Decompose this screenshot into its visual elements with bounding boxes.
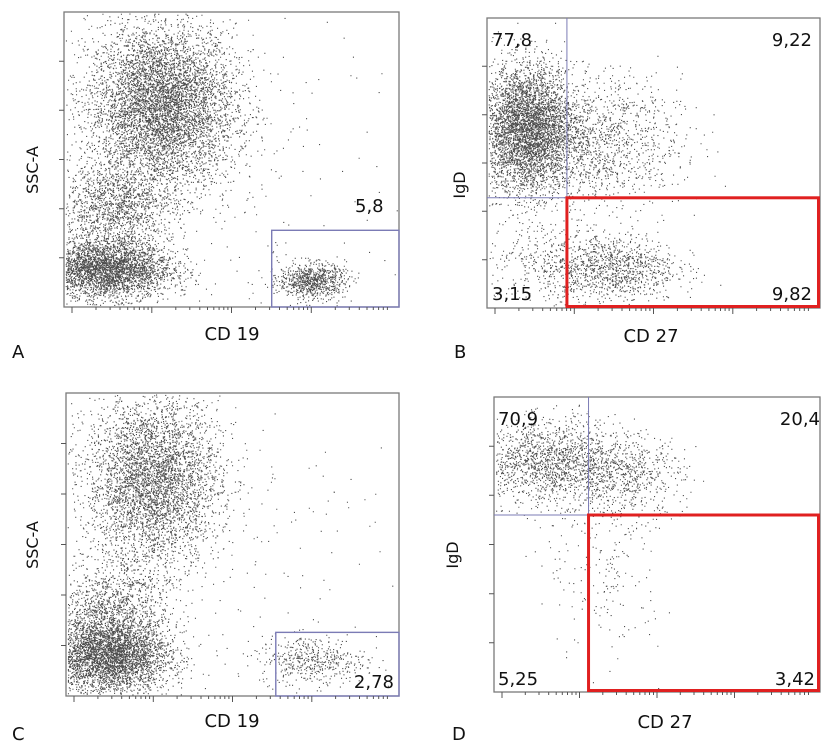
- gate-value: 2,78: [354, 672, 394, 693]
- y-axis-label: IgD: [450, 171, 469, 198]
- quadrant-value-upper-right: 9,22: [772, 30, 812, 51]
- panel-letter: A: [12, 342, 25, 363]
- scatter-point-cloud: [488, 22, 726, 308]
- plot-frame: [493, 396, 821, 693]
- highlight-gate: [587, 513, 820, 692]
- quadrant-value-lower-right: 9,82: [772, 284, 812, 305]
- axis-ticks: [482, 65, 809, 314]
- gate-box: [275, 631, 400, 697]
- quadrant-value-lower-left: 3,15: [492, 284, 532, 305]
- x-axis-label: CD 19: [204, 711, 259, 732]
- quadrant-value-upper-left: 77,8: [492, 30, 532, 51]
- quadrant-value-upper-left: 70,9: [498, 409, 538, 430]
- x-axis-label: CD 27: [637, 712, 692, 733]
- panel-letter: B: [454, 342, 466, 363]
- plot-frame: [486, 17, 821, 309]
- scatter-point-cloud: [67, 394, 394, 696]
- plot-frame: [63, 11, 400, 308]
- panel-letter: C: [12, 724, 25, 744]
- panel-d: 70,9 20,4 5,25 3,42 IgD CD 27 D: [443, 396, 821, 745]
- scatter-points: [496, 404, 705, 690]
- gate-value: 5,8: [355, 196, 384, 217]
- axis-ticks: [489, 445, 809, 698]
- quadrant-value-lower-left: 5,25: [498, 669, 538, 690]
- scatter-points: [488, 22, 726, 308]
- panel-letter: D: [452, 724, 466, 744]
- y-axis-label: IgD: [443, 541, 462, 568]
- quadrant-value-upper-right: 20,4: [780, 409, 820, 430]
- y-axis-label: SSC-A: [23, 146, 42, 194]
- axis-ticks: [61, 443, 388, 702]
- quadrant-value-lower-right: 3,42: [775, 669, 815, 690]
- scatter-points: [67, 394, 394, 696]
- scatter-point-cloud: [496, 404, 705, 690]
- panel-a: 5,8 SSC-A CD 19 A: [12, 11, 400, 363]
- x-axis-label: CD 27: [623, 326, 678, 347]
- x-axis-label: CD 19: [204, 324, 259, 345]
- tick-marks: [482, 65, 809, 314]
- y-axis-label: SSC-A: [23, 521, 42, 569]
- panel-c: 2,78 SSC-A CD 19 C: [12, 392, 400, 745]
- tick-marks: [59, 60, 388, 313]
- panel-b: 77,8 9,22 3,15 9,82 IgD CD 27 B: [450, 17, 821, 363]
- axis-ticks: [59, 60, 388, 313]
- tick-marks: [489, 445, 809, 698]
- highlight-gate: [565, 196, 820, 308]
- tick-marks: [61, 443, 388, 702]
